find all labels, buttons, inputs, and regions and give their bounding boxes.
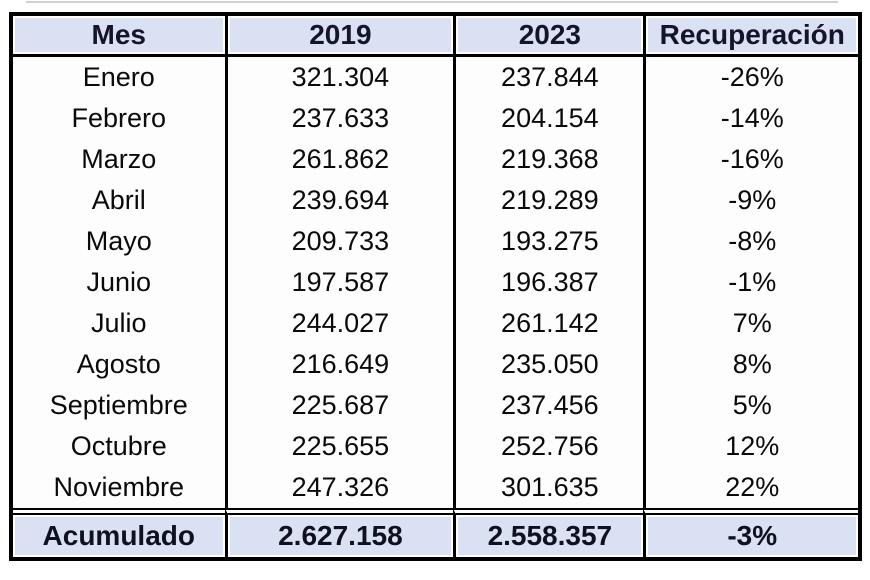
cell-2023: 252.756 — [453, 426, 644, 467]
cell-2019: 225.687 — [224, 385, 454, 426]
cell-recuperacion: 8% — [643, 344, 858, 385]
cell-2023: 204.154 — [453, 98, 644, 139]
column-header-mes: Mes — [13, 16, 225, 57]
cell-recuperacion: 12% — [643, 426, 858, 467]
cell-mes: Febrero — [13, 98, 225, 139]
column-header-2019: 2019 — [224, 16, 454, 57]
cell-2019: 261.862 — [224, 139, 454, 180]
cell-recuperacion: -26% — [643, 57, 858, 98]
cell-recuperacion: -8% — [643, 221, 858, 262]
column-header-2023: 2023 — [453, 16, 644, 57]
table-footer: Acumulado 2.627.158 2.558.357 -3% — [13, 508, 858, 557]
cell-mes: Octubre — [13, 426, 225, 467]
cell-mes: Abril — [13, 180, 225, 221]
cell-2023: 235.050 — [453, 344, 644, 385]
footer-row: Acumulado 2.627.158 2.558.357 -3% — [13, 508, 858, 557]
footer-cell-mes: Acumulado — [13, 508, 225, 557]
footer-cell-2023: 2.558.357 — [453, 508, 644, 557]
cell-mes: Agosto — [13, 344, 225, 385]
table-header: Mes 2019 2023 Recuperación — [13, 16, 858, 57]
cell-2019: 225.655 — [224, 426, 454, 467]
table-row-enero: Enero 321.304 237.844 -26% — [13, 57, 858, 98]
cell-recuperacion: -1% — [643, 262, 858, 303]
table-row-marzo: Marzo 261.862 219.368 -16% — [13, 139, 858, 180]
table-row-noviembre: Noviembre 247.326 301.635 22% — [13, 467, 858, 508]
table-row-mayo: Mayo 209.733 193.275 -8% — [13, 221, 858, 262]
cell-mes: Septiembre — [13, 385, 225, 426]
column-header-recuperacion: Recuperación — [643, 16, 858, 57]
cell-2019: 321.304 — [224, 57, 454, 98]
cell-2019: 239.694 — [224, 180, 454, 221]
cell-2023: 237.456 — [453, 385, 644, 426]
cell-2023: 261.142 — [453, 303, 644, 344]
monthly-comparison-table: Mes 2019 2023 Recuperación Enero 321.304 237.… — [9, 12, 862, 561]
cell-2023: 193.275 — [453, 221, 644, 262]
cell-2023: 219.289 — [453, 180, 644, 221]
table-row-julio: Julio 244.027 261.142 7% — [13, 303, 858, 344]
table-row-octubre: Octubre 225.655 252.756 12% — [13, 426, 858, 467]
cell-recuperacion: 5% — [643, 385, 858, 426]
cell-2019: 244.027 — [224, 303, 454, 344]
cell-2019: 237.633 — [224, 98, 454, 139]
cell-mes: Noviembre — [13, 467, 225, 508]
table-row-agosto: Agosto 216.649 235.050 8% — [13, 344, 858, 385]
cell-2019: 209.733 — [224, 221, 454, 262]
footer-cell-recuperacion: -3% — [643, 508, 858, 557]
table-row-abril: Abril 239.694 219.289 -9% — [13, 180, 858, 221]
cell-mes: Mayo — [13, 221, 225, 262]
cell-mes: Enero — [13, 57, 225, 98]
table-row-septiembre: Septiembre 225.687 237.456 5% — [13, 385, 858, 426]
top-edge-line — [26, 1, 838, 3]
cell-recuperacion: 7% — [643, 303, 858, 344]
cell-2019: 197.587 — [224, 262, 454, 303]
cell-mes: Junio — [13, 262, 225, 303]
cell-mes: Julio — [13, 303, 225, 344]
cell-2023: 219.368 — [453, 139, 644, 180]
cell-2019: 216.649 — [224, 344, 454, 385]
table-body: Enero 321.304 237.844 -26% Febrero 237.633 204… — [13, 57, 858, 508]
cell-2023: 196.387 — [453, 262, 644, 303]
cell-2019: 247.326 — [224, 467, 454, 508]
cell-recuperacion: -16% — [643, 139, 858, 180]
table-row-junio: Junio 197.587 196.387 -1% — [13, 262, 858, 303]
cell-mes: Marzo — [13, 139, 225, 180]
cell-recuperacion: 22% — [643, 467, 858, 508]
cell-recuperacion: -14% — [643, 98, 858, 139]
cell-2023: 301.635 — [453, 467, 644, 508]
cell-2023: 237.844 — [453, 57, 644, 98]
footer-cell-2019: 2.627.158 — [224, 508, 454, 557]
table-row-febrero: Febrero 237.633 204.154 -14% — [13, 98, 858, 139]
cell-recuperacion: -9% — [643, 180, 858, 221]
header-row: Mes 2019 2023 Recuperación — [13, 16, 858, 57]
